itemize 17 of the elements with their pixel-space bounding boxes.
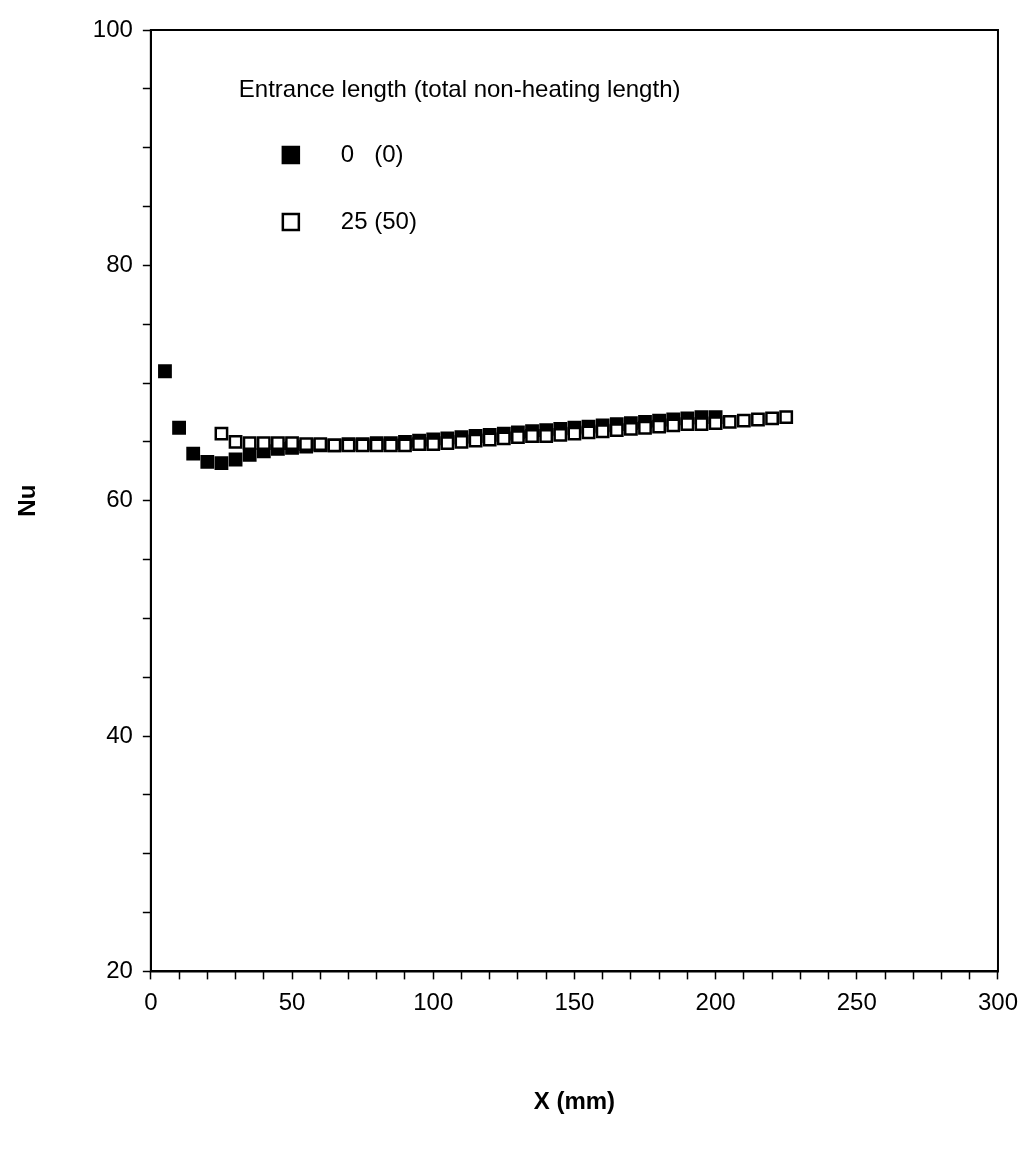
x-tick-label: 200 [695,988,736,1016]
y-tick-label: 40 [106,720,133,748]
x-tick-label: 100 [413,988,454,1016]
x-tick-label: 300 [977,988,1018,1016]
x-tick-label: 250 [836,988,877,1016]
y-tick-label: 20 [106,956,133,984]
x-axis-title: X (mm) [533,1087,616,1115]
y-tick-label: 100 [92,14,133,42]
x-tick-label: 0 [144,988,158,1016]
x-tick-label: 150 [554,988,595,1016]
legend-label: 25 (50) [340,206,417,234]
y-tick-label: 60 [106,485,133,513]
y-tick-label: 80 [106,249,133,277]
x-tick-label: 50 [278,988,306,1016]
legend-title: Entrance length (total non-heating length) [238,74,681,102]
legend-label: 0 (0) [340,139,404,167]
y-axis-title: Nu [13,484,41,517]
